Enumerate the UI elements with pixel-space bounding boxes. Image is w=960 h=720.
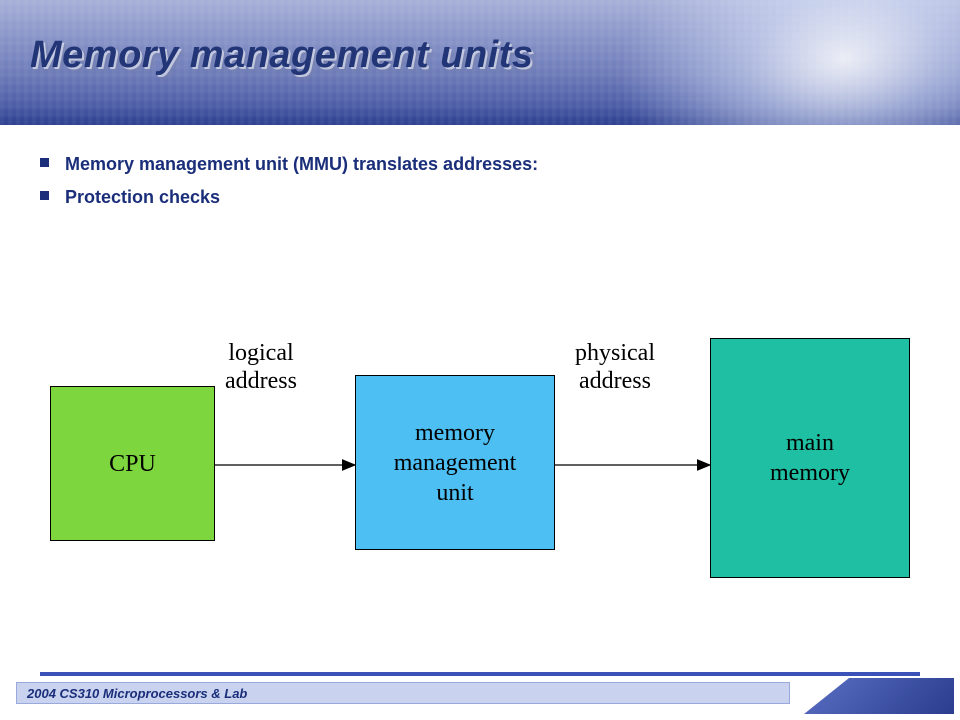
edge-label-cpu-mmu: logicaladdress	[225, 340, 297, 395]
bullet-text: Protection checks	[65, 183, 220, 212]
footer-rule	[40, 672, 920, 676]
footer-bar: 2004 CS310 Microprocessors & Lab	[16, 682, 790, 704]
node-cpu: CPU	[50, 386, 215, 541]
node-mmu: memorymanagementunit	[355, 375, 555, 550]
slide-title: Memory management units	[30, 34, 534, 77]
mmu-flowchart: CPU memorymanagementunit mainmemory logical…	[0, 320, 960, 620]
footer-corner-accent	[804, 678, 954, 714]
footer-text: 2004 CS310 Microprocessors & Lab	[27, 686, 247, 701]
bullet-marker-icon	[40, 158, 49, 167]
bullet-item: Protection checks	[40, 183, 538, 212]
edge-label-mmu-mem: physicaladdress	[575, 340, 655, 395]
node-mem: mainmemory	[710, 338, 910, 578]
bullet-item: Memory management unit (MMU) translates …	[40, 150, 538, 179]
bullet-text: Memory management unit (MMU) translates …	[65, 150, 538, 179]
bullet-marker-icon	[40, 191, 49, 200]
bullet-list: Memory management unit (MMU) translates …	[40, 150, 538, 216]
header-glow	[604, 0, 960, 125]
